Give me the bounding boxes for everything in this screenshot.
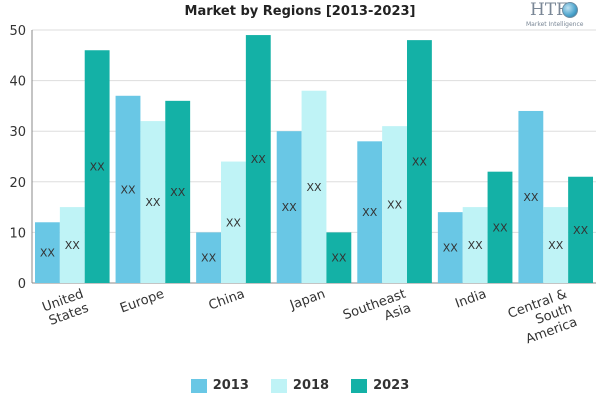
x-tick-label: India <box>453 287 488 312</box>
bar-2018 <box>301 90 327 283</box>
bar-2018 <box>543 207 569 283</box>
x-tick-label: Japan <box>287 287 327 314</box>
bar-data-label: XX <box>443 242 459 255</box>
bar-2023 <box>407 40 432 284</box>
x-tick-label: SoutheastAsia <box>341 287 413 338</box>
legend-swatch-2013 <box>190 378 207 393</box>
bar-data-label: XX <box>90 161 106 174</box>
bar-2013 <box>115 95 141 283</box>
x-tick-label: Central &SouthAmerica <box>506 287 579 350</box>
x-tick-label: China <box>207 287 247 314</box>
bar-data-label: XX <box>331 252 347 265</box>
legend-label-2018: 2018 <box>292 378 330 393</box>
bar-data-label: XX <box>251 153 267 166</box>
legend-item-2013: 2013 <box>190 378 249 393</box>
y-tick-label: 40 <box>9 75 26 90</box>
legend-item-2018: 2018 <box>270 378 330 393</box>
bar-data-label: XX <box>492 221 508 234</box>
bar-data-label: XX <box>201 252 217 265</box>
logo-mark: HTF <box>530 0 568 20</box>
bar-data-label: XX <box>548 239 564 252</box>
bar-data-label: XX <box>120 183 136 196</box>
x-tick-label: Europe <box>118 287 166 317</box>
bar-2018 <box>140 121 166 283</box>
legend-swatch-2023 <box>351 378 368 393</box>
bar-2013 <box>357 141 383 283</box>
bar-2018 <box>59 207 85 283</box>
legend-label-2023: 2023 <box>373 378 410 393</box>
bar-2023 <box>487 171 513 283</box>
bar-2013 <box>518 110 544 284</box>
logo-subtitle: Market Intelligence <box>526 21 584 28</box>
legend-item-2023: 2023 <box>351 378 409 393</box>
x-tick-label: UnitedStates <box>40 287 91 330</box>
bar-2018 <box>221 161 246 283</box>
bar-2013 <box>276 131 302 283</box>
x-tick-label-line: India <box>453 287 488 312</box>
legend-swatch-2018 <box>270 378 287 393</box>
bar-2013 <box>35 222 60 283</box>
bar-2023 <box>245 35 271 284</box>
y-tick-label: 30 <box>9 125 26 140</box>
bar-2013 <box>437 212 463 283</box>
y-tick-label: 10 <box>9 226 26 241</box>
bar-data-label: XX <box>523 191 539 204</box>
x-tick-label-line: Japan <box>287 287 327 314</box>
y-tick-label: 0 <box>18 277 26 292</box>
bar-2023 <box>568 176 593 283</box>
bar-2023 <box>326 232 352 283</box>
bar-2013 <box>196 232 221 283</box>
x-tick-label-line: Europe <box>118 287 166 317</box>
bar-data-label: XX <box>387 199 403 212</box>
bar-data-label: XX <box>306 181 322 194</box>
bar-data-label: XX <box>282 201 298 214</box>
legend-label-2013: 2013 <box>212 378 249 393</box>
bar-data-label: XX <box>65 239 81 252</box>
bar-data-label: XX <box>226 216 242 229</box>
bar-data-label: XX <box>40 247 56 260</box>
globe-icon <box>562 2 578 18</box>
y-tick-label: 20 <box>9 176 26 191</box>
bar-2018 <box>382 126 407 283</box>
legend: 2013 2018 2023 <box>0 378 600 393</box>
bar-data-label: XX <box>362 206 378 219</box>
bar-2023 <box>165 100 191 283</box>
bar-data-label: XX <box>412 156 428 169</box>
bar-data-label: XX <box>170 186 186 199</box>
bar-data-label: XX <box>468 239 484 252</box>
bar-data-label: XX <box>573 224 589 237</box>
htf-logo: HTF Market Intelligence <box>522 0 592 34</box>
bar-2023 <box>84 50 110 283</box>
x-tick-label-line: China <box>207 287 247 314</box>
y-tick-label: 50 <box>9 24 26 39</box>
bar-data-label: XX <box>145 196 161 209</box>
chart-title: Market by Regions [2013-2023] <box>184 4 416 19</box>
bar-2018 <box>462 207 488 283</box>
